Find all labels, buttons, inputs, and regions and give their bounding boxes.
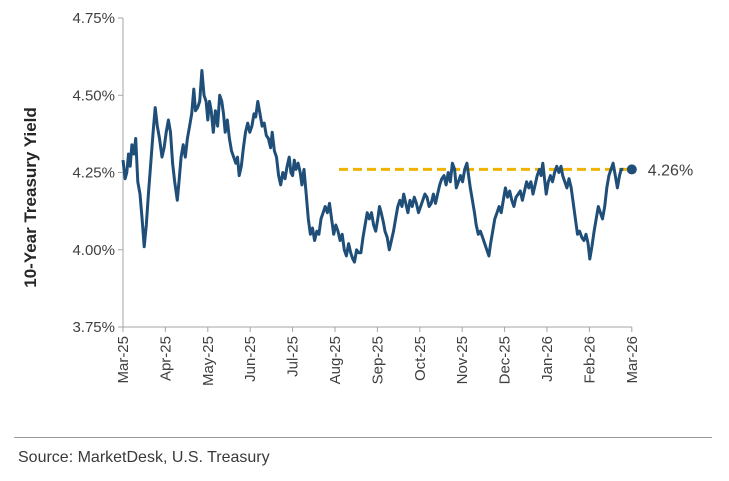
source-note: Source: MarketDesk, U.S. Treasury xyxy=(18,449,270,466)
y-tick-label: 4.00% xyxy=(72,242,115,259)
end-point-marker xyxy=(626,164,637,175)
x-tick-label: Mar-25 xyxy=(115,336,132,384)
yield-series-line xyxy=(121,69,624,264)
x-tick-label: Sep-25 xyxy=(369,336,386,384)
x-tick-label: Aug-25 xyxy=(327,336,344,384)
y-axis-title: 10-Year Treasury Yield xyxy=(21,107,40,288)
x-tick-label: Oct-25 xyxy=(412,336,429,381)
x-tick-label: May-25 xyxy=(200,336,217,386)
x-tick-label: Mar-26 xyxy=(624,336,641,384)
y-tick-label: 4.75% xyxy=(72,10,115,27)
x-tick-label: Jul-25 xyxy=(285,336,302,377)
x-tick-label: Feb-26 xyxy=(581,336,598,384)
footer-rule xyxy=(14,437,712,438)
end-point-label: 4.26% xyxy=(648,162,693,179)
y-tick-label: 4.25% xyxy=(72,165,115,182)
x-tick-label: Apr-25 xyxy=(157,336,174,381)
y-tick-label: 4.50% xyxy=(72,87,115,104)
y-axis: 4.75% 4.50% 4.25% 4.00% 3.75% xyxy=(72,10,124,336)
x-tick-label: Jun-25 xyxy=(242,336,259,382)
x-tick-label: Nov-25 xyxy=(454,336,471,384)
x-axis: Mar-25 Apr-25 May-25 Jun-25 Jul-25 Aug-25 Sep-… xyxy=(115,326,641,386)
x-tick-label: Dec-25 xyxy=(497,336,514,384)
x-tick-label: Jan-26 xyxy=(539,336,556,382)
y-tick-label: 3.75% xyxy=(72,319,115,336)
